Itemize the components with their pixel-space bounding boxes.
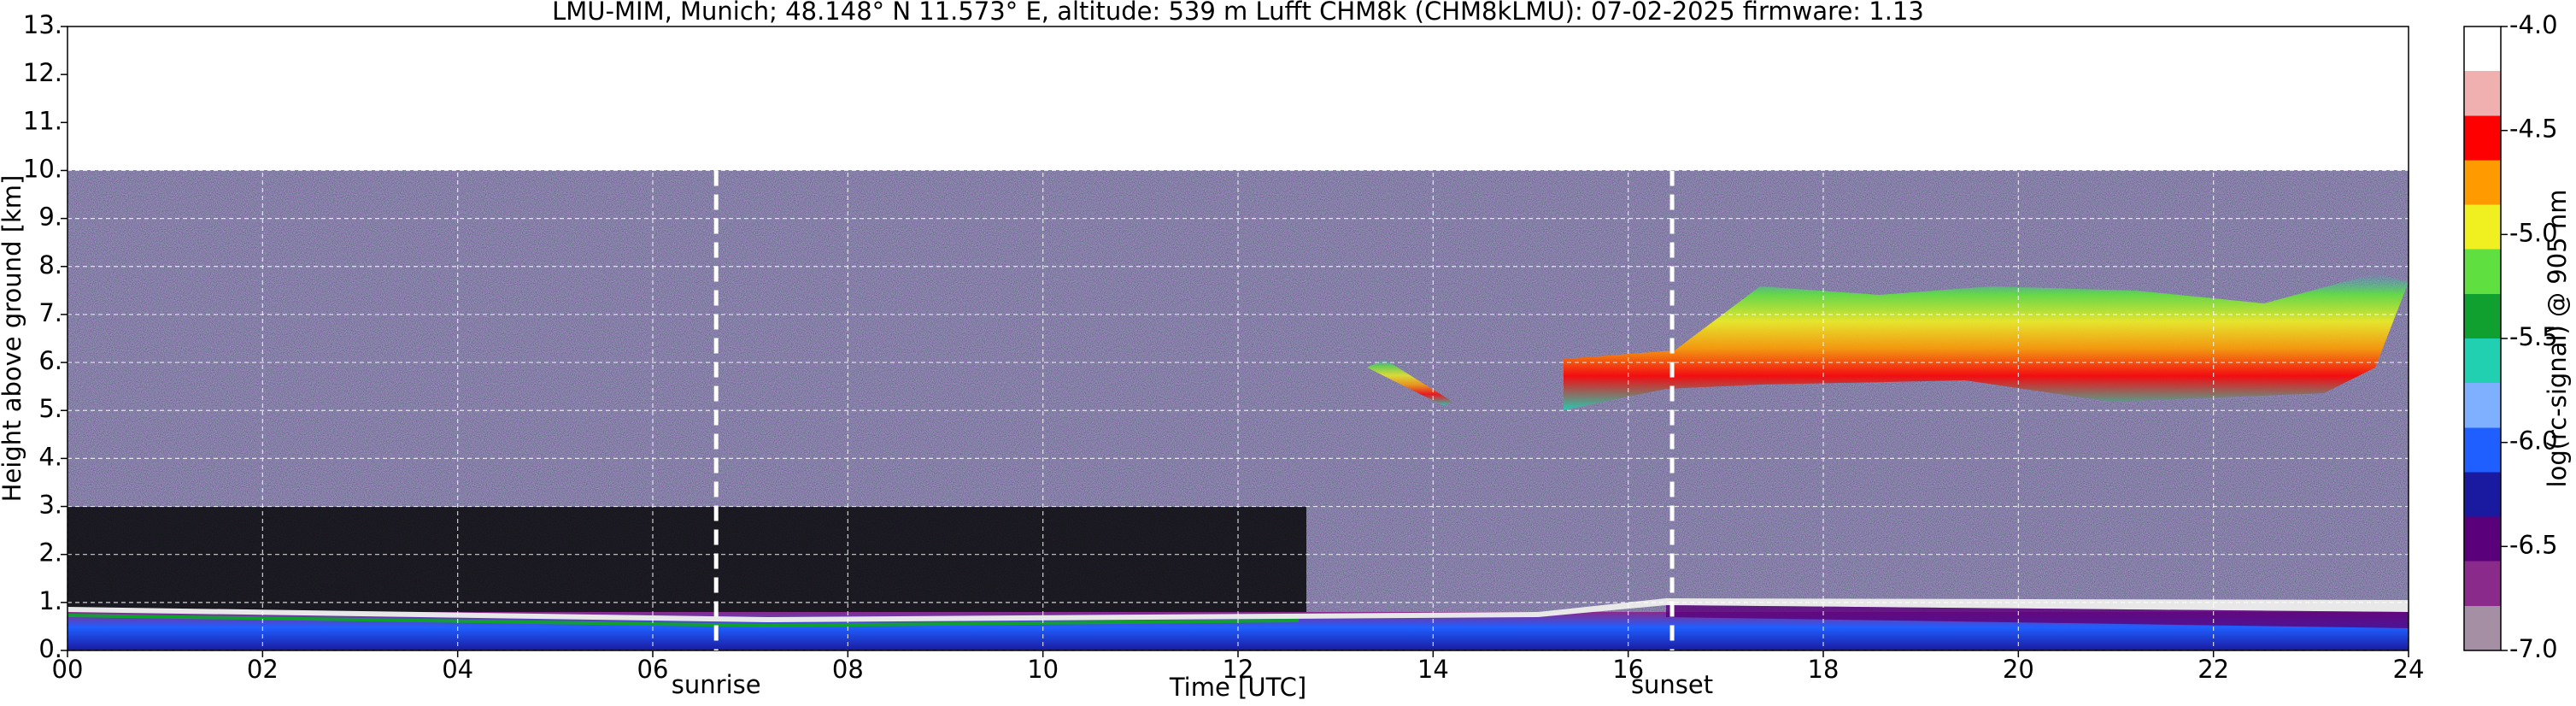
x-tick-label: 16 xyxy=(1612,655,1644,684)
colorbar-tick-label: -4.5 xyxy=(2509,115,2558,144)
y-tick-label: 0. xyxy=(38,634,62,663)
cloud xyxy=(1367,359,1452,406)
colorbar-label: log(rc-signal) @ 905 nm xyxy=(2543,190,2572,488)
boundary-layer-edge xyxy=(67,614,1299,627)
colorbar-tick-label: -4.0 xyxy=(2509,10,2558,39)
x-tick-label: 14 xyxy=(1417,655,1449,684)
y-tick-label: 13. xyxy=(23,10,62,39)
annotation-label: sunset xyxy=(1631,670,1713,699)
colorbar-tick-label: -6.0 xyxy=(2509,427,2558,456)
colorbar-tick-label: -5.5 xyxy=(2509,322,2558,351)
y-tick-label: 10. xyxy=(23,154,62,183)
x-tick-label: 04 xyxy=(442,655,473,684)
cloud xyxy=(1564,274,2409,410)
colorbar-tick-label: -6.5 xyxy=(2509,530,2558,559)
colorbar-tick-label: -7.0 xyxy=(2509,634,2558,663)
annotation-label: sunrise xyxy=(672,670,761,699)
y-tick-label: 5. xyxy=(38,394,62,423)
chart-title: LMU-MIM, Munich; 48.148° N 11.573° E, al… xyxy=(552,0,1924,26)
x-tick-label: 08 xyxy=(832,655,864,684)
x-tick-label: 22 xyxy=(2198,655,2229,684)
x-tick-label: 12 xyxy=(1223,655,1254,684)
dark-region xyxy=(67,507,1306,618)
upper-layer xyxy=(1666,605,2409,628)
x-axis-label: Time [UTC] xyxy=(1169,673,1306,702)
colorbar xyxy=(2463,26,2502,651)
y-tick-label: 2. xyxy=(38,538,62,568)
colorbar-tick-label: -5.0 xyxy=(2509,218,2558,247)
y-tick-label: 7. xyxy=(38,298,62,327)
y-tick-label: 3. xyxy=(38,491,62,520)
x-tick-label: 02 xyxy=(247,655,279,684)
y-axis-label: Height above ground [km] xyxy=(0,175,26,503)
y-tick-label: 9. xyxy=(38,203,62,232)
x-tick-label: 24 xyxy=(2393,655,2425,684)
y-tick-label: 4. xyxy=(38,442,62,471)
y-tick-label: 11. xyxy=(23,106,62,135)
y-tick-label: 8. xyxy=(38,250,62,279)
x-tick-label: 18 xyxy=(1808,655,1840,684)
x-tick-label: 00 xyxy=(52,655,84,684)
x-tick-label: 10 xyxy=(1027,655,1059,684)
y-tick-label: 12. xyxy=(23,58,62,87)
x-tick-label: 06 xyxy=(637,655,669,684)
y-tick-label: 1. xyxy=(38,586,62,615)
x-tick-label: 20 xyxy=(2003,655,2034,684)
y-tick-label: 6. xyxy=(38,346,62,375)
